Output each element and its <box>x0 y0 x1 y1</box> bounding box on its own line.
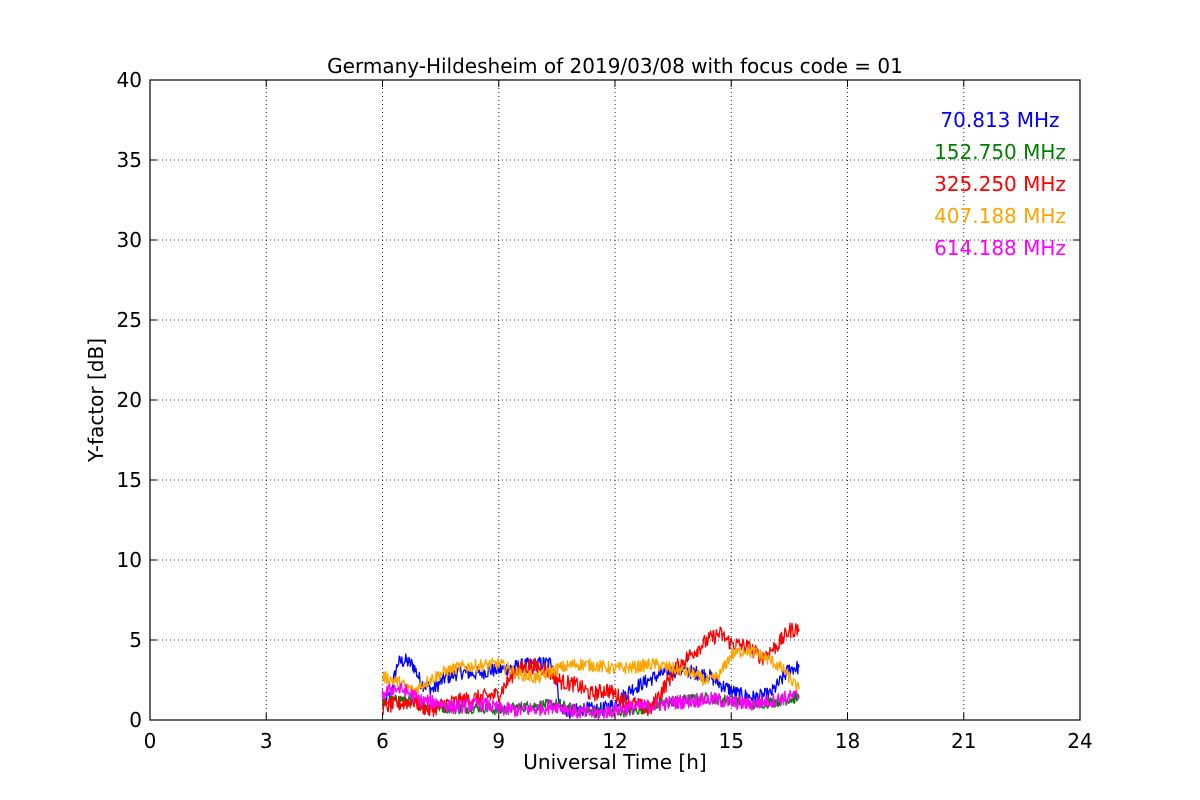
x-tick-label: 6 <box>376 729 389 753</box>
legend-entry: 70.813 MHz <box>940 108 1059 132</box>
y-tick-label: 25 <box>117 308 142 332</box>
x-tick-label: 0 <box>144 729 157 753</box>
y-tick-label: 40 <box>117 68 142 92</box>
y-tick-label: 0 <box>129 708 142 732</box>
y-tick-label: 30 <box>117 228 142 252</box>
x-tick-label: 24 <box>1067 729 1092 753</box>
series-line-70-813-mhz <box>381 653 800 719</box>
legend: 70.813 MHz 152.750 MHz 325.250 MHz 407.188 … <box>934 108 1066 260</box>
grid-lines <box>150 80 1080 720</box>
x-tick-label: 3 <box>260 729 273 753</box>
x-tick-label: 18 <box>835 729 860 753</box>
series-line-325-250-mhz <box>381 622 800 718</box>
series-layer <box>381 622 800 720</box>
y-tick-label: 35 <box>117 148 142 172</box>
axis-ticks: 0 3 6 9 12 15 18 21 24 0 5 10 15 20 25 30 35 40 <box>117 68 1093 753</box>
x-tick-label: 21 <box>951 729 976 753</box>
x-tick-label: 12 <box>602 729 627 753</box>
y-tick-label: 5 <box>129 628 142 652</box>
x-tick-label: 9 <box>492 729 505 753</box>
legend-entry: 614.188 MHz <box>934 236 1066 260</box>
y-axis-label: Y-factor [dB] <box>84 338 108 463</box>
legend-entry: 325.250 MHz <box>934 172 1066 196</box>
series-line-407-188-mhz <box>381 644 800 696</box>
chart-title: Germany-Hildesheim of 2019/03/08 with fo… <box>327 54 903 78</box>
y-tick-label: 20 <box>117 388 142 412</box>
y-tick-label: 15 <box>117 468 142 492</box>
y-tick-label: 10 <box>117 548 142 572</box>
series-line-614-188-mhz <box>381 682 800 720</box>
legend-entry: 152.750 MHz <box>934 140 1066 164</box>
x-tick-label: 15 <box>719 729 744 753</box>
x-axis-label: Universal Time [h] <box>523 750 706 774</box>
legend-entry: 407.188 MHz <box>934 204 1066 228</box>
